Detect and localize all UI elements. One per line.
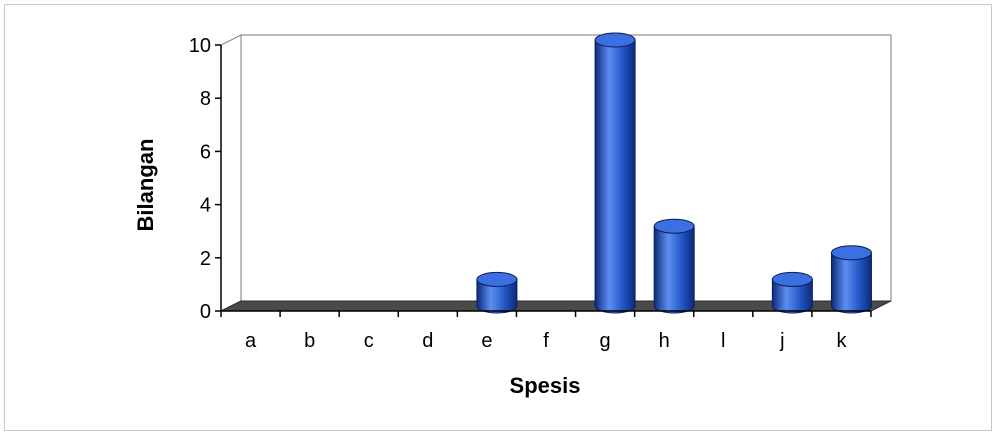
bar-k	[830, 245, 872, 314]
chart-frame: 0 2 4 6 8 10 a b c d e f g h l j k Bilangan Spesis	[4, 4, 992, 431]
bar-body	[653, 225, 695, 314]
plot-walls	[220, 34, 892, 312]
x-tick-label: a	[245, 330, 257, 352]
x-tick-label: d	[422, 330, 433, 352]
bar-top	[653, 218, 695, 234]
bar-series	[476, 32, 872, 314]
y-tick-labels: 0 2 4 6 8 10	[189, 35, 211, 323]
x-tick-label: f	[543, 330, 549, 352]
bar-e	[476, 271, 518, 314]
y-tick-label: 10	[189, 35, 211, 57]
y-tick-label: 0	[200, 301, 211, 323]
x-axis-title: Spesis	[510, 373, 581, 398]
bar-chart: 0 2 4 6 8 10 a b c d e f g h l j k Bilangan Spesis	[133, 32, 892, 398]
bar-top	[830, 245, 872, 261]
x-tick-label: e	[481, 330, 492, 352]
side-wall	[220, 34, 242, 312]
y-tick-label: 2	[200, 248, 211, 270]
x-tick-label: j	[779, 330, 784, 352]
x-tick-label: h	[659, 330, 670, 352]
bar-h	[653, 218, 695, 314]
bar-top	[476, 271, 518, 287]
bar-body	[771, 278, 813, 314]
y-tick-label: 6	[200, 141, 211, 163]
bar-g	[594, 32, 636, 314]
y-axis-title: Bilangan	[133, 139, 158, 232]
y-tick-label: 8	[200, 88, 211, 110]
bar-top	[594, 32, 636, 48]
bar-top	[771, 271, 813, 287]
x-tick-label: c	[364, 330, 374, 352]
x-tick-label: k	[836, 330, 847, 352]
bar-body	[594, 39, 636, 314]
bar-body	[476, 278, 518, 314]
bar-body	[830, 252, 872, 314]
x-tick-label: g	[600, 330, 611, 352]
x-tick-label: b	[304, 330, 315, 352]
x-tick-label: l	[721, 330, 725, 352]
y-tick-label: 4	[200, 195, 211, 217]
back-wall	[240, 34, 892, 302]
bar-j	[771, 271, 813, 314]
axes	[215, 44, 872, 317]
